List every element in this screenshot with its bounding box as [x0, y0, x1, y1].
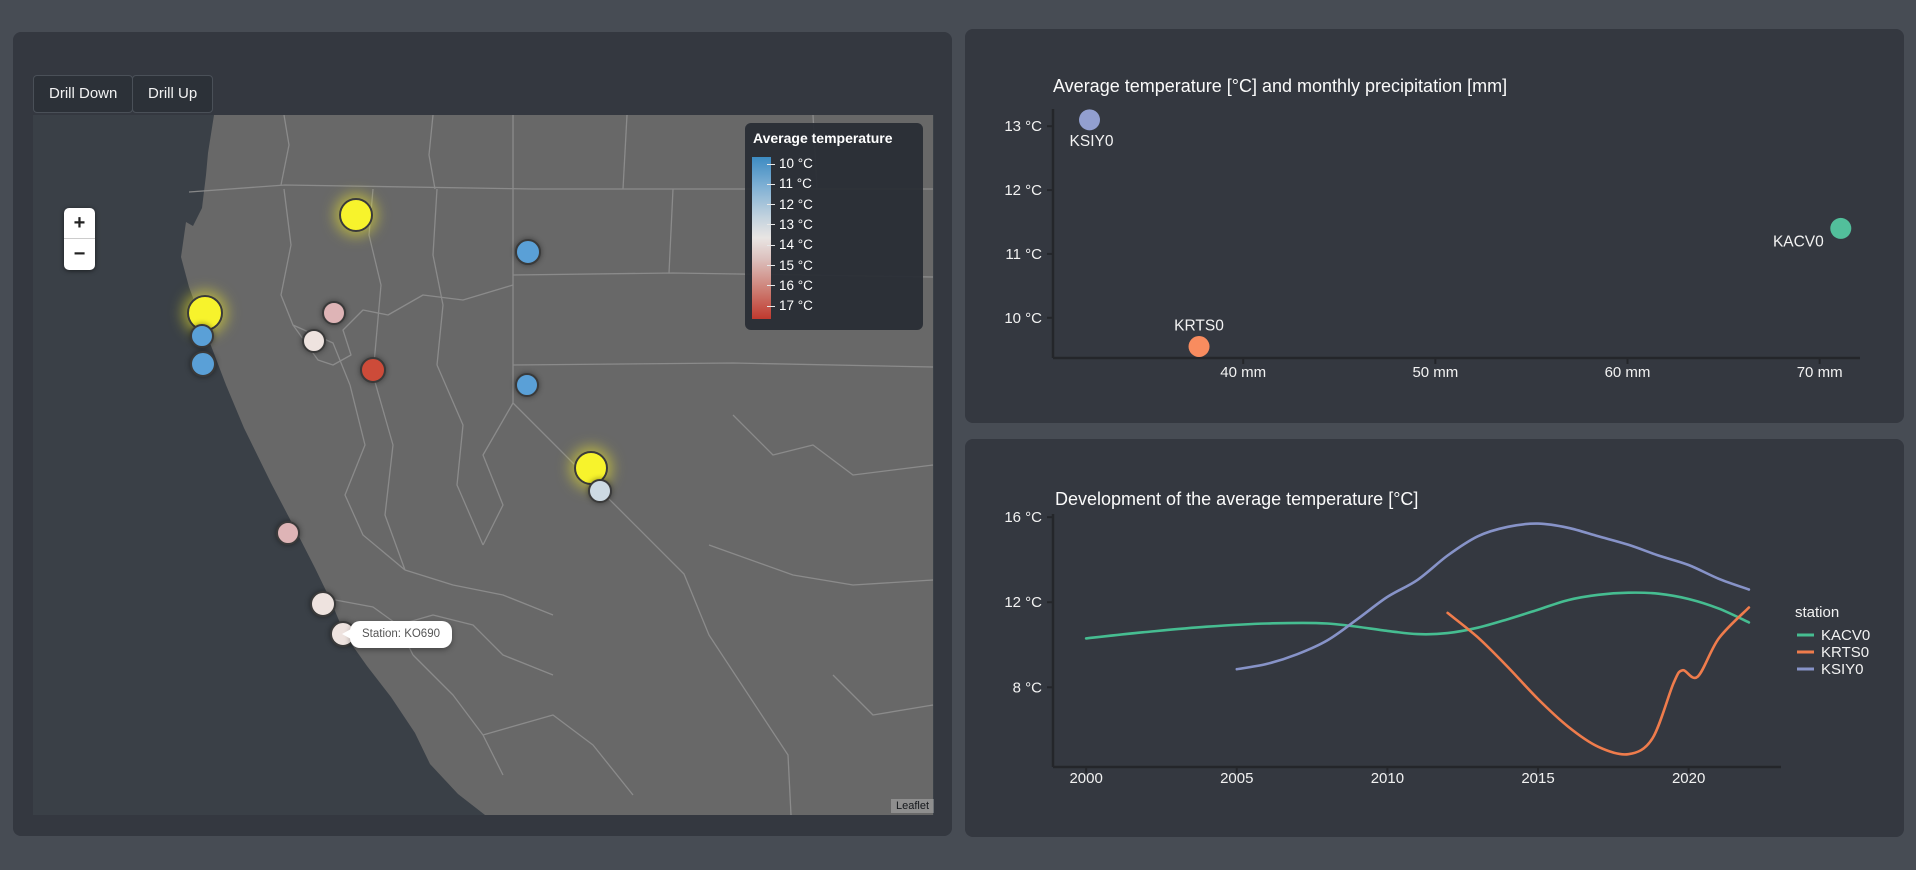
map-zoom-control: + − [64, 208, 95, 270]
map-panel: Drill Down Drill Up [13, 32, 952, 836]
legend-tick-label: 17 °C [779, 298, 813, 314]
scatter-panel: Average temperature [°C] and monthly pre… [965, 29, 1904, 423]
legend-tick-label: 12 °C [779, 196, 813, 212]
legend-tick [767, 204, 775, 206]
legend-tick-label: 15 °C [779, 257, 813, 273]
line-series-KACV0[interactable] [1084, 591, 1751, 640]
y-tick-label: 12 °C [1004, 594, 1042, 611]
station-marker[interactable] [322, 301, 346, 325]
station-marker[interactable] [339, 198, 373, 232]
legend-tick [767, 265, 775, 266]
legend-tick [767, 163, 775, 165]
y-tick-label: 11 °C [1005, 246, 1042, 263]
station-marker[interactable] [276, 521, 300, 545]
x-tick-label: 2005 [1220, 770, 1253, 787]
line-chart: Development of the average temperature [… [1004, 489, 1870, 787]
legend-label-KRTS0: KRTS0 [1821, 644, 1869, 661]
x-tick-label: 2020 [1672, 770, 1705, 787]
line-legend-title: station [1795, 604, 1839, 621]
legend-item-KRTS0[interactable]: KRTS0 [1797, 644, 1869, 661]
chart-title: Development of the average temperature [… [1055, 489, 1418, 509]
point-label-KACV0: KACV0 [1773, 233, 1824, 250]
legend-label-KACV0: KACV0 [1821, 627, 1870, 644]
y-tick-label: 16 °C [1004, 509, 1042, 526]
leaflet-map[interactable]: Station: KO690 Average temperature 10 °C… [33, 115, 934, 815]
y-tick-label: 8 °C [1013, 679, 1043, 696]
map-legend-title: Average temperature [753, 130, 893, 146]
y-tick-label: 13 °C [1004, 118, 1042, 135]
point-label-KRTS0: KRTS0 [1174, 318, 1224, 335]
drill-down-button[interactable]: Drill Down [33, 75, 134, 113]
legend-tick [767, 305, 775, 307]
x-tick-label: 40 mm [1220, 364, 1266, 381]
legend-tick-label: 11 °C [779, 176, 812, 192]
station-marker[interactable] [190, 324, 214, 348]
chart-title: Average temperature [°C] and monthly pre… [1053, 76, 1507, 96]
y-tick-label: 12 °C [1004, 182, 1042, 199]
legend-tick [767, 244, 775, 246]
station-marker[interactable] [515, 373, 539, 397]
x-tick-label: 50 mm [1412, 364, 1458, 381]
legend-tick [767, 183, 775, 185]
station-tooltip: Station: KO690 [342, 621, 452, 648]
leaflet-attribution[interactable]: Leaflet [890, 799, 934, 813]
x-tick-label: 2010 [1371, 770, 1404, 787]
zoom-out-button[interactable]: − [73, 243, 86, 265]
x-tick-label: 2015 [1521, 770, 1554, 787]
drill-up-button[interactable]: Drill Up [132, 75, 214, 113]
legend-tick-label: 10 °C [779, 156, 813, 171]
station-marker[interactable] [588, 479, 612, 503]
x-tick-label: 70 mm [1797, 364, 1843, 381]
map-legend: Average temperature 10 °C 11 °C 12 °C 13 °C… [745, 123, 923, 330]
legend-tick [767, 224, 775, 226]
scatter-point-KACV0[interactable] [1830, 217, 1852, 239]
y-tick-label: 10 °C [1004, 310, 1042, 327]
zoom-in-button[interactable]: + [64, 208, 95, 239]
line-series-KSIY0[interactable] [1235, 522, 1751, 671]
legend-tick-label: 13 °C [779, 216, 813, 232]
legend-label-KSIY0: KSIY0 [1821, 661, 1864, 678]
scatter-point-KRTS0[interactable] [1188, 336, 1210, 358]
scatter-chart: Average temperature [°C] and monthly pre… [1004, 76, 1860, 381]
station-marker[interactable] [515, 239, 541, 265]
scatter-point-KSIY0[interactable] [1079, 109, 1101, 131]
legend-tick-label: 16 °C [779, 277, 813, 293]
x-tick-label: 2000 [1069, 770, 1102, 787]
station-marker[interactable] [190, 351, 216, 377]
line-chart-panel: Development of the average temperature [… [965, 439, 1904, 837]
point-label-KSIY0: KSIY0 [1070, 133, 1114, 150]
station-marker[interactable] [310, 591, 336, 617]
legend-item-KACV0[interactable]: KACV0 [1797, 627, 1870, 644]
line-series-KRTS0[interactable] [1446, 606, 1751, 756]
legend-tick [767, 285, 775, 287]
station-marker[interactable] [360, 357, 386, 383]
legend-item-KSIY0[interactable]: KSIY0 [1797, 661, 1864, 678]
x-tick-label: 60 mm [1605, 364, 1651, 381]
legend-tick-label: 14 °C [779, 237, 813, 253]
station-marker[interactable] [302, 329, 326, 353]
temperature-gradient-bar [752, 157, 771, 319]
